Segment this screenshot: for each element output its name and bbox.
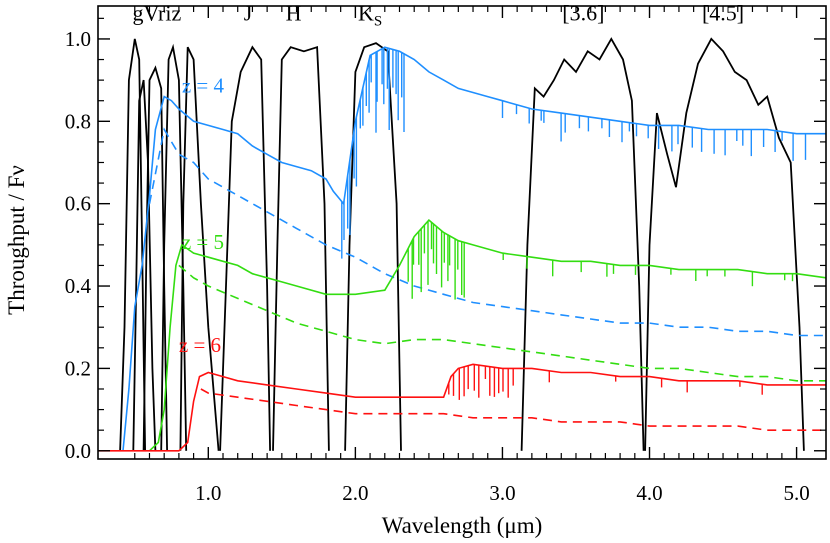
spectra [98, 46, 827, 452]
filter-label: J [244, 0, 253, 25]
filter-label: H [286, 0, 302, 25]
series-label: z = 6 [179, 333, 221, 357]
spectrum-z6-dashed [200, 388, 826, 431]
y-tick-label: 0.4 [65, 274, 92, 298]
spectrum-z6-solid [98, 363, 826, 452]
x-tick-label: 1.0 [195, 481, 221, 505]
x-tick-label: 3.0 [489, 481, 515, 505]
x-axis-label: Wavelength (μm) [382, 513, 543, 538]
filter-curve-g [119, 38, 146, 451]
chart-labels: gVriz J H KS [3.6] [4.5]z = 4z = 5z = 6 [132, 0, 744, 357]
spectrum-z5-dashed [178, 264, 826, 382]
plot-frame [97, 5, 827, 460]
x-tick-label: 2.0 [342, 481, 368, 505]
axis-ticks: 1.0 2.0 3.0 4.0 5.0 0.0 0.2 0.4 0.6 0.8 1.0 [65, 6, 826, 505]
filter-curve-4-5 [644, 37, 805, 451]
y-axis-label: Throughput / Fν [4, 165, 29, 315]
filter-curve-3-6 [520, 37, 645, 451]
y-tick-label: 1.0 [65, 27, 91, 51]
series-label: z = 4 [182, 73, 225, 97]
y-tick-label: 0.2 [65, 356, 91, 380]
filter-curve-z [179, 46, 220, 451]
spectrum-z4-solid [122, 46, 826, 451]
x-tick-label: 4.0 [636, 481, 662, 505]
filter-label: [4.5] [702, 0, 744, 25]
filter-curve-V [132, 79, 157, 451]
y-tick-label: 0.6 [65, 192, 91, 216]
filter-curve-i [160, 43, 188, 451]
y-tick-label: 0.8 [65, 109, 91, 133]
filter-label: [3.6] [562, 0, 604, 25]
spectrum-z5-solid [148, 218, 827, 452]
filter-curve-J [219, 45, 271, 451]
filter-label: gVriz [132, 0, 181, 25]
spectrum-z4-dashed [148, 127, 826, 337]
x-tick-label: 5.0 [783, 481, 809, 505]
y-tick-label: 0.0 [65, 439, 91, 463]
series-label: z = 5 [182, 230, 224, 254]
filter-curves [119, 37, 805, 451]
